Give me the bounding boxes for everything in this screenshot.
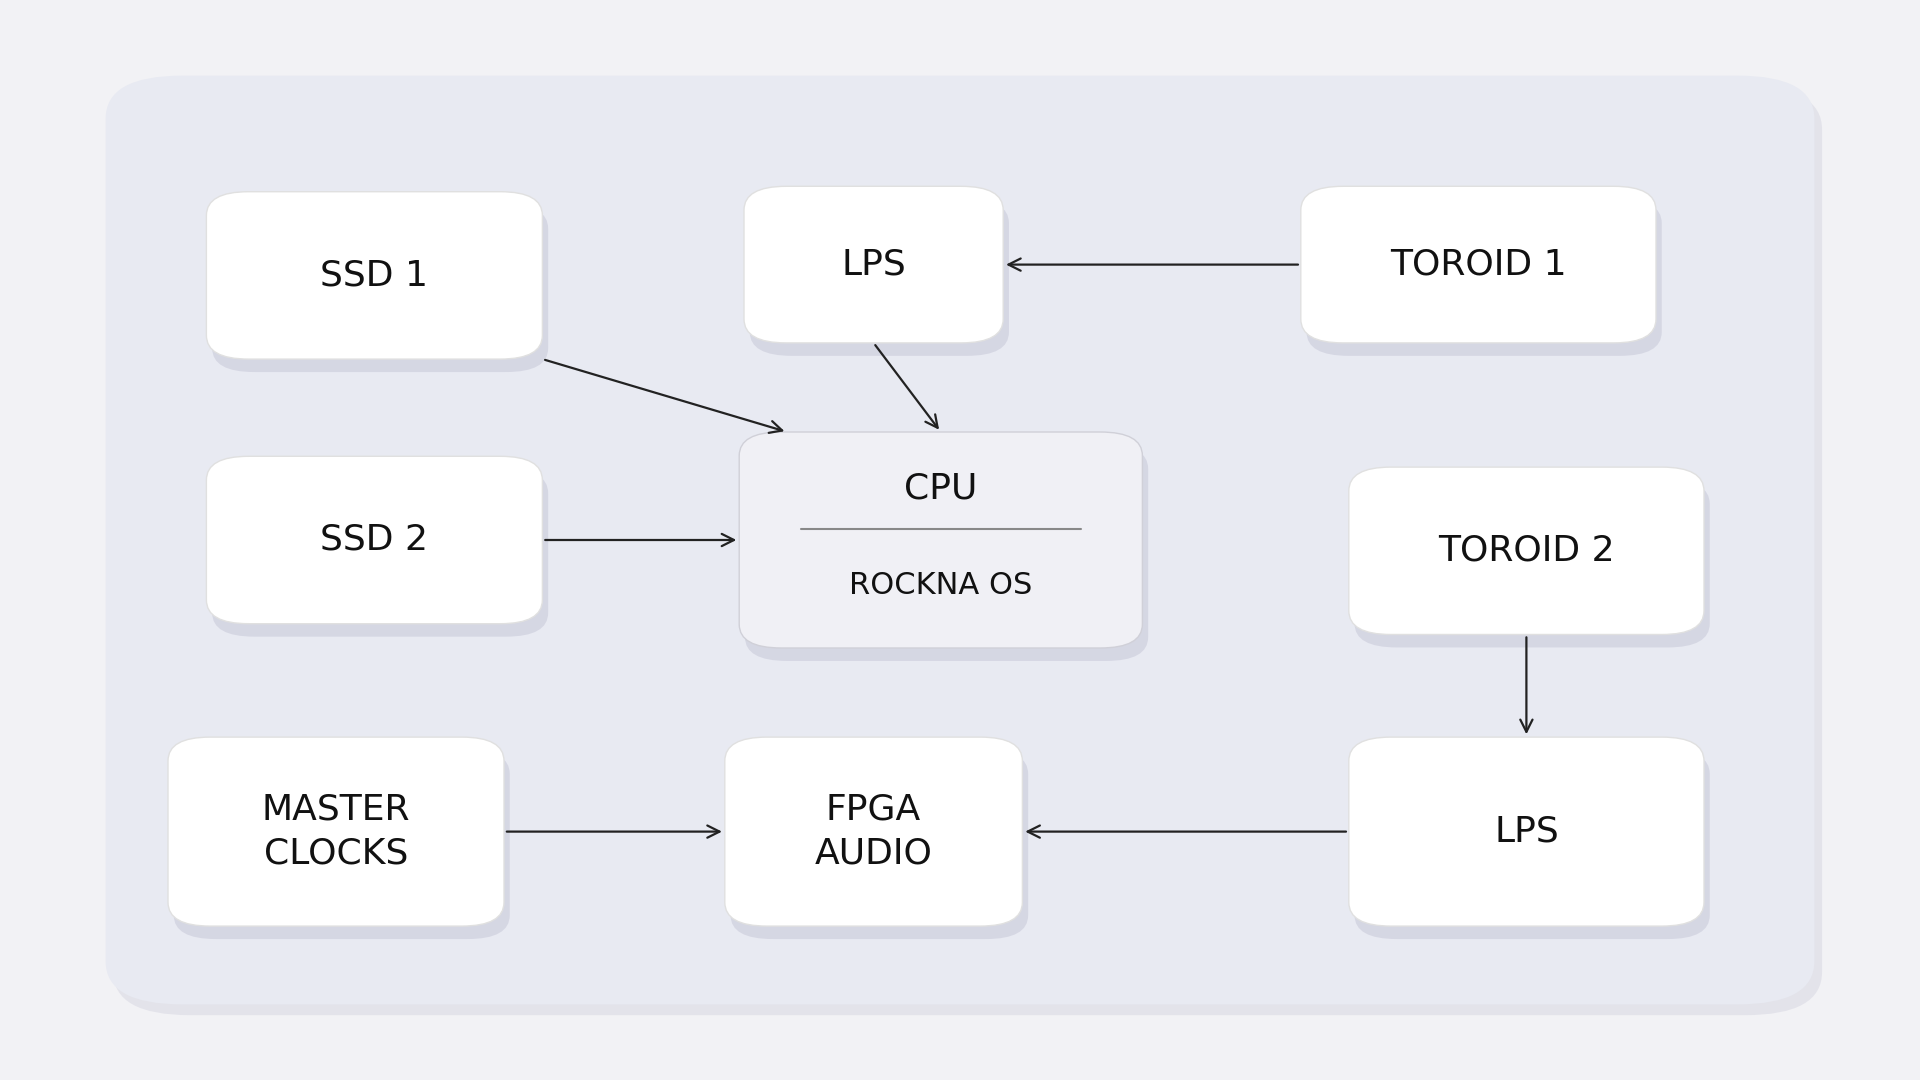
FancyBboxPatch shape bbox=[1306, 199, 1661, 356]
Text: LPS: LPS bbox=[1494, 814, 1559, 849]
Text: SSD 2: SSD 2 bbox=[321, 523, 428, 557]
FancyBboxPatch shape bbox=[749, 199, 1010, 356]
Text: MASTER
CLOCKS: MASTER CLOCKS bbox=[261, 793, 411, 870]
FancyBboxPatch shape bbox=[213, 204, 549, 372]
FancyBboxPatch shape bbox=[169, 737, 503, 926]
FancyBboxPatch shape bbox=[724, 737, 1021, 926]
FancyBboxPatch shape bbox=[1302, 186, 1655, 343]
FancyBboxPatch shape bbox=[213, 469, 549, 637]
FancyBboxPatch shape bbox=[207, 192, 541, 359]
Text: TOROID 1: TOROID 1 bbox=[1390, 247, 1567, 282]
Text: ROCKNA OS: ROCKNA OS bbox=[849, 571, 1033, 599]
FancyBboxPatch shape bbox=[173, 750, 509, 939]
FancyBboxPatch shape bbox=[1356, 480, 1711, 648]
FancyBboxPatch shape bbox=[739, 432, 1142, 648]
Text: TOROID 2: TOROID 2 bbox=[1438, 534, 1615, 568]
FancyBboxPatch shape bbox=[1356, 750, 1711, 939]
Text: SSD 1: SSD 1 bbox=[321, 258, 428, 293]
FancyBboxPatch shape bbox=[207, 456, 541, 623]
Text: CPU: CPU bbox=[904, 471, 977, 505]
FancyBboxPatch shape bbox=[106, 76, 1814, 1004]
Text: LPS: LPS bbox=[841, 247, 906, 282]
FancyBboxPatch shape bbox=[1348, 737, 1705, 926]
FancyBboxPatch shape bbox=[730, 750, 1027, 939]
FancyBboxPatch shape bbox=[113, 86, 1822, 1015]
FancyBboxPatch shape bbox=[1348, 467, 1705, 634]
Text: FPGA
AUDIO: FPGA AUDIO bbox=[814, 793, 933, 870]
FancyBboxPatch shape bbox=[745, 445, 1148, 661]
FancyBboxPatch shape bbox=[745, 186, 1002, 343]
